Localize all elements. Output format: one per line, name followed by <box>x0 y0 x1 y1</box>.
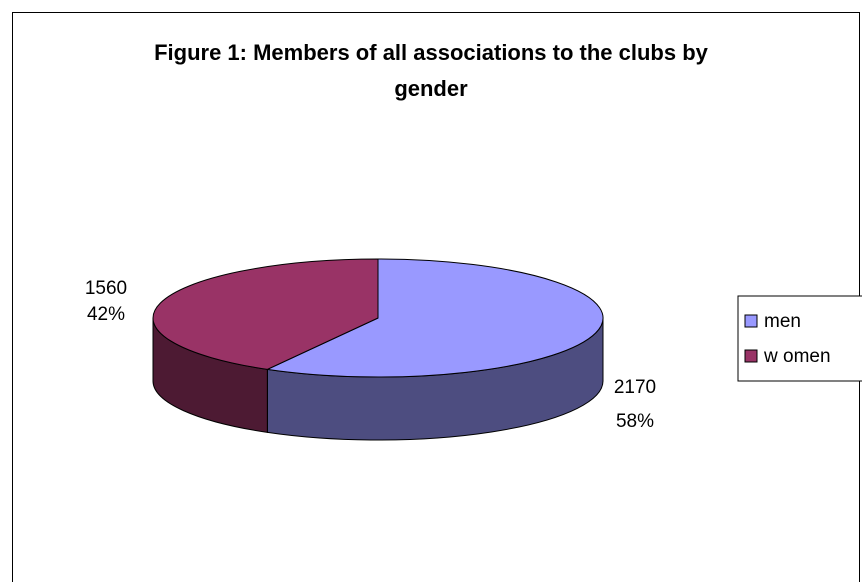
chart-frame: Figure 1: Members of all associations to… <box>12 12 862 582</box>
men-percent-label: 58% <box>616 411 654 432</box>
men-value-label: 2170 <box>614 377 656 398</box>
legend-frame <box>737 295 862 382</box>
legend-label-women: w omen <box>763 346 831 367</box>
legend-swatch-men <box>744 314 758 328</box>
chart-title-line-1: Figure 1: Members of all associations to… <box>154 40 709 65</box>
legend-swatch-women <box>744 349 758 363</box>
legend-label-men: men <box>764 311 801 332</box>
pie-slice-men <box>265 258 604 378</box>
women-value-label: 1560 <box>85 278 127 299</box>
women-percent-label: 42% <box>87 304 125 325</box>
pie-slice-women <box>152 258 379 370</box>
legend: men w omen <box>737 295 862 382</box>
pie-chart: Figure 1: Members of all associations to… <box>85 40 862 441</box>
pie-group <box>152 258 604 441</box>
chart-title-line-2: gender <box>394 76 468 101</box>
